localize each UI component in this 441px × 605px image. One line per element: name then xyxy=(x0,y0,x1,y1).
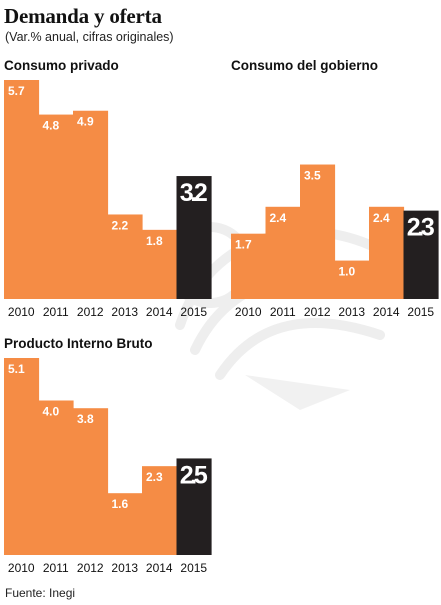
plot-area: 5.1 2010 4.0 2011 3.8 2012 1.6 2013 2.3 2014 2.5 20… xyxy=(4,358,212,575)
x-tick-label: 2012 xyxy=(77,305,104,319)
data-label: 2.5 xyxy=(180,461,208,489)
bar-2011 xyxy=(38,400,74,555)
bar-2014 xyxy=(142,229,178,299)
bar-2014 xyxy=(369,206,405,299)
data-label: 4.9 xyxy=(77,115,94,129)
x-tick-label: 2015 xyxy=(407,305,434,319)
plot-area: 1.7 2010 2.4 2011 3.5 2012 1.0 2013 2.4 2014 2.3 20… xyxy=(231,164,439,319)
data-label: 3.5 xyxy=(304,169,321,183)
data-label: 1.8 xyxy=(146,234,163,248)
x-tick-label: 2011 xyxy=(43,305,69,319)
chart-title: Consumo privado xyxy=(4,58,119,73)
source-note: Fuente: Inegi xyxy=(5,586,76,600)
chart-consumo-gobierno: Consumo del gobierno 1.7 2010 2.4 2011 3.5 20… xyxy=(231,58,441,319)
data-label: 2.4 xyxy=(373,211,390,225)
data-label: 5.7 xyxy=(8,84,25,98)
page-title: Demanda y oferta xyxy=(4,4,162,28)
chart-title: Consumo del gobierno xyxy=(231,58,378,73)
data-label: 2.2 xyxy=(112,218,129,232)
data-label: 2.4 xyxy=(270,211,287,225)
data-label: 1.7 xyxy=(235,238,252,252)
bar-2014 xyxy=(142,466,178,555)
page-subtitle: (Var.% anual, cifras originales) xyxy=(5,30,174,44)
bar-2010 xyxy=(4,358,40,555)
x-tick-label: 2013 xyxy=(338,305,365,319)
bar-2011 xyxy=(265,206,301,299)
x-tick-label: 2011 xyxy=(270,305,296,319)
data-label: 4.0 xyxy=(43,404,60,418)
bar-2015 xyxy=(176,458,212,555)
chart-title: Producto Interno Bruto xyxy=(4,336,153,351)
x-tick-label: 2010 xyxy=(235,305,262,319)
x-tick-label: 2014 xyxy=(146,305,173,319)
data-label: 3.2 xyxy=(180,179,208,207)
x-tick-label: 2010 xyxy=(8,305,35,319)
data-label: 4.8 xyxy=(43,119,60,133)
x-tick-label: 2015 xyxy=(180,305,207,319)
x-tick-label: 2013 xyxy=(111,561,138,575)
chart-pib: Producto Interno Bruto 5.1 2010 4.0 2011 3.8… xyxy=(4,336,214,576)
data-label: 2.3 xyxy=(407,214,435,242)
data-label: 5.1 xyxy=(8,362,25,376)
bar-2010 xyxy=(231,233,267,299)
data-label: 1.6 xyxy=(112,497,129,511)
bar-2012 xyxy=(73,408,109,555)
x-tick-label: 2012 xyxy=(77,561,104,575)
x-tick-label: 2012 xyxy=(304,305,331,319)
x-tick-label: 2010 xyxy=(8,561,35,575)
data-label: 1.0 xyxy=(339,265,356,279)
bar-2011 xyxy=(38,114,74,299)
x-tick-label: 2013 xyxy=(111,305,138,319)
bar-2012 xyxy=(73,110,109,299)
bar-2010 xyxy=(4,80,40,299)
bar-2013 xyxy=(334,260,370,299)
x-tick-label: 2014 xyxy=(146,561,173,575)
plot-area: 5.7 2010 4.8 2011 4.9 2012 2.2 2013 1.8 2014 3.2 20… xyxy=(4,80,212,319)
data-label: 2.3 xyxy=(146,470,163,484)
bar-2013 xyxy=(107,493,143,555)
bar-2012 xyxy=(300,164,336,299)
x-tick-label: 2014 xyxy=(373,305,400,319)
bar-2015 xyxy=(176,176,212,299)
data-label: 3.8 xyxy=(77,412,94,426)
chart-consumo-privado: Consumo privado 5.7 2010 4.8 2011 4.9 2012 2.2… xyxy=(4,58,214,319)
x-tick-label: 2015 xyxy=(180,561,207,575)
x-tick-label: 2011 xyxy=(43,561,69,575)
bar-2013 xyxy=(107,214,143,299)
bar-2015 xyxy=(403,210,439,299)
